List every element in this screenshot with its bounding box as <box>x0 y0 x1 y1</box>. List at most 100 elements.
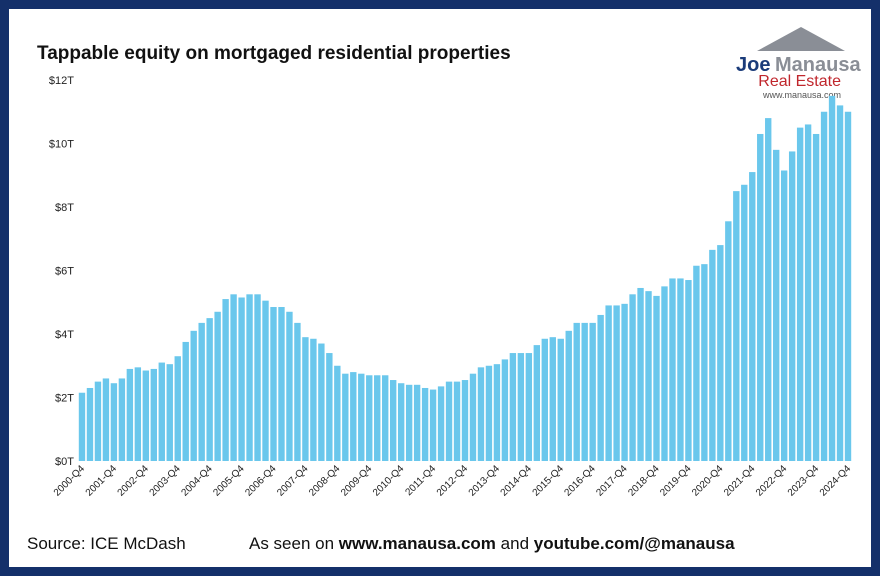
bar <box>741 184 748 461</box>
x-tick-label: 2004-Q4 <box>179 463 215 499</box>
bar <box>469 373 477 461</box>
logo-roof <box>757 27 845 51</box>
footer-youtube: youtube.com/@manausa <box>534 534 735 553</box>
bar <box>142 370 150 461</box>
bar <box>661 286 668 461</box>
y-tick-label: $4T <box>55 329 74 341</box>
y-tick-label: $10T <box>49 139 74 151</box>
bar <box>749 172 756 461</box>
bar <box>158 362 165 461</box>
x-tick-label: 2000-Q4 <box>52 463 88 499</box>
bar <box>126 368 134 461</box>
bar <box>701 264 708 461</box>
x-tick-label: 2019-Q4 <box>658 463 694 499</box>
bar <box>836 105 844 462</box>
bar <box>677 278 684 461</box>
bar <box>653 295 660 461</box>
bar <box>397 383 405 461</box>
bar <box>597 314 604 461</box>
bar <box>118 378 126 461</box>
footer-note: As seen on www.manausa.com and youtube.c… <box>249 534 735 553</box>
x-tick-label: 2024-Q4 <box>818 463 854 499</box>
bar <box>421 387 429 461</box>
bar <box>182 341 189 461</box>
x-tick-label: 2013-Q4 <box>467 463 503 499</box>
footer-site: www.manausa.com <box>338 534 496 553</box>
x-tick-label: 2012-Q4 <box>435 463 471 499</box>
bar <box>621 303 628 461</box>
y-tick-label: $2T <box>55 393 74 405</box>
chart-title: Tappable equity on mortgaged residential… <box>37 43 511 64</box>
bar <box>302 337 309 461</box>
x-tick-label: 2015-Q4 <box>531 463 567 499</box>
bar <box>318 343 325 461</box>
bar <box>812 133 820 461</box>
bar <box>828 95 836 461</box>
bar <box>445 381 453 461</box>
x-tick-label: 2023-Q4 <box>786 463 822 499</box>
bar <box>493 364 501 461</box>
bar <box>358 373 365 461</box>
bar <box>780 170 788 462</box>
bar <box>533 345 541 461</box>
bar <box>796 127 804 461</box>
bar <box>166 364 173 461</box>
x-tick-label: 2007-Q4 <box>275 463 311 499</box>
x-tick-label: 2017-Q4 <box>594 463 630 499</box>
bar <box>134 367 142 461</box>
x-tick-label: 2018-Q4 <box>626 463 662 499</box>
bar <box>541 338 548 461</box>
x-tick-label: 2002-Q4 <box>116 463 152 499</box>
bar <box>102 378 110 461</box>
bar <box>844 111 852 461</box>
x-tick-label: 2021-Q4 <box>722 463 758 499</box>
x-tick-label: 2016-Q4 <box>562 463 598 499</box>
bar <box>820 111 828 461</box>
bar <box>334 365 341 461</box>
bar <box>214 311 221 461</box>
bar <box>94 381 102 461</box>
bar <box>557 338 564 461</box>
bar <box>613 305 620 461</box>
y-tick-label: $6T <box>55 266 74 278</box>
bar <box>717 245 724 461</box>
bar <box>310 338 317 461</box>
y-tick-label: $12T <box>49 75 74 87</box>
logo-last: Manausa <box>775 54 861 76</box>
x-tick-label: 2010-Q4 <box>371 463 407 499</box>
bar <box>525 353 533 461</box>
bar <box>645 291 652 461</box>
bar <box>198 322 205 461</box>
bar <box>246 294 253 461</box>
x-tick-label: 2003-Q4 <box>148 463 184 499</box>
bar <box>230 294 237 461</box>
bar <box>326 353 333 461</box>
x-tick-label: 2001-Q4 <box>84 463 120 499</box>
bar <box>382 375 389 461</box>
x-tick-label: 2009-Q4 <box>339 463 375 499</box>
bar <box>254 294 261 461</box>
bar <box>549 337 556 461</box>
bar <box>629 294 636 461</box>
logo: Joe Manausa Real Estate www.manausa.com <box>736 27 861 100</box>
bar <box>461 380 469 461</box>
logo-first: Joe <box>736 54 770 76</box>
bar <box>190 330 197 461</box>
bar <box>286 311 293 461</box>
bar <box>206 318 213 461</box>
bar <box>517 353 525 461</box>
bar <box>413 384 421 461</box>
bar <box>581 322 588 461</box>
y-tick-label: $8T <box>55 202 74 214</box>
y-tick-label: $0T <box>55 456 74 468</box>
bar <box>366 375 373 461</box>
bar <box>294 322 301 461</box>
bar <box>222 299 229 461</box>
bar <box>262 300 269 461</box>
logo-url: www.manausa.com <box>762 90 841 100</box>
bar <box>565 330 572 461</box>
bar <box>78 392 86 461</box>
bar <box>238 297 245 461</box>
chart: Tappable equity on mortgaged residential… <box>27 27 861 553</box>
